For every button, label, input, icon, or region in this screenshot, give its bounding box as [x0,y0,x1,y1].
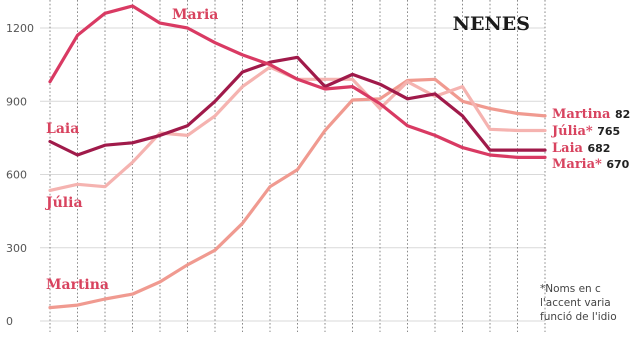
end-label-laia: Laia 682 [552,141,610,156]
series-label-martina: Martina [46,277,109,293]
series-lines [48,4,547,310]
end-label-value-maria: 670 [606,158,629,171]
y-tick-label-0: 0 [6,315,13,328]
end-label-martina: Martina 82 [552,107,630,122]
footnote-line-2: l'accent varia [540,297,611,309]
y-tick-label-600: 600 [6,169,27,182]
footnote: *Noms en c l'accent varia funció de l'id… [540,282,631,324]
vertical-gridlines [49,0,546,332]
series-label-laia: Laia [46,121,79,137]
end-label-name-martina: Martina [552,107,615,122]
series-label-júlia: Júlia [44,195,83,211]
series-label-maria: Maria [172,7,218,23]
footnote-line-3: funció de l'idio [540,311,617,323]
end-label-name-maria: Maria* [552,157,606,172]
end-label-value-laia: 682 [587,142,610,155]
y-tick-label-300: 300 [6,242,27,255]
end-label-name-júlia: Júlia* [551,124,597,139]
series-line-martina [48,77,547,310]
end-label-júlia: Júlia* 765 [551,124,620,139]
y-tick-label-1200: 1200 [6,22,34,35]
end-label-value-júlia: 765 [597,125,620,138]
series-line-maria [48,4,547,159]
end-label-name-laia: Laia [552,141,587,156]
series-labels: Maria Laia Júlia Martina [44,7,218,293]
footnote-line-1: *Noms en c [540,283,601,295]
series-line-laia [48,55,547,157]
end-label-maria: Maria* 670 [552,157,630,172]
chart-title: NENES [453,13,530,35]
y-axis-ticks: 0 300 600 900 1200 [6,22,34,328]
end-label-value-martina: 82 [615,108,630,121]
y-tick-label-900: 900 [6,95,27,108]
